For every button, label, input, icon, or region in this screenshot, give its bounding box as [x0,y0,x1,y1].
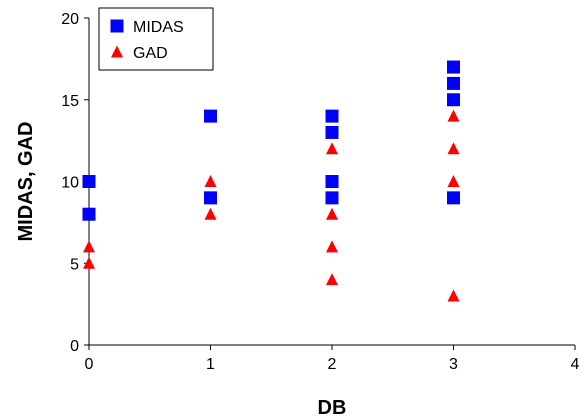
y-tick-label: 10 [61,175,79,192]
data-point-gad [447,289,460,302]
data-point-gad [83,240,95,253]
data-point-midas [204,109,217,123]
x-tick-label: 3 [449,356,458,373]
series-gad [83,109,460,302]
y-axis-ticks: 0 5 10 15 20 [61,11,89,355]
legend-item-gad: GAD [111,45,168,62]
x-axis-title: DB [318,397,347,419]
data-point-midas [447,191,460,205]
legend-items: MIDAS GAD [110,19,184,62]
legend-label: GAD [133,45,168,62]
legend-label: MIDAS [133,19,184,36]
data-point-midas [447,93,460,107]
x-tick-label: 0 [85,356,94,373]
series-midas [82,60,460,221]
data-point-gad [326,240,338,253]
data-point-gad [204,207,217,220]
data-point-midas [325,125,339,139]
x-tick-label: 2 [328,356,337,373]
y-tick-label: 15 [61,93,79,110]
data-point-gad [447,142,460,155]
x-tick-label: 4 [571,356,580,373]
data-point-gad [204,175,217,187]
data-point-midas [325,109,339,123]
y-axis-title: MIDAS, GAD [15,122,37,242]
data-point-gad [326,142,338,155]
legend-box [98,7,214,71]
data-point-midas [82,175,96,188]
data-point-gad [447,109,460,122]
y-tick-label: 20 [61,11,79,28]
data-point-gad [326,273,338,286]
data-point-midas [447,76,460,90]
axes: 0 1 2 3 4 0 5 10 15 20 [61,11,579,373]
legend-item-midas: MIDAS [110,19,184,36]
legend-triangle-icon [111,45,123,58]
data-point-gad [326,207,338,220]
data-point-midas [325,191,339,205]
data-point-gad [83,256,95,269]
data-point-midas [325,175,339,188]
data-points [82,60,460,302]
legend: MIDAS GAD [98,7,214,71]
legend-square-icon [110,19,124,33]
data-point-gad [447,175,460,187]
data-point-midas [204,191,217,205]
data-point-midas [447,60,460,74]
x-axis-ticks: 0 1 2 3 4 [85,345,580,373]
y-tick-label: 0 [70,338,79,355]
y-tick-label: 5 [70,256,79,273]
data-point-midas [82,207,96,221]
x-tick-label: 1 [206,356,215,373]
